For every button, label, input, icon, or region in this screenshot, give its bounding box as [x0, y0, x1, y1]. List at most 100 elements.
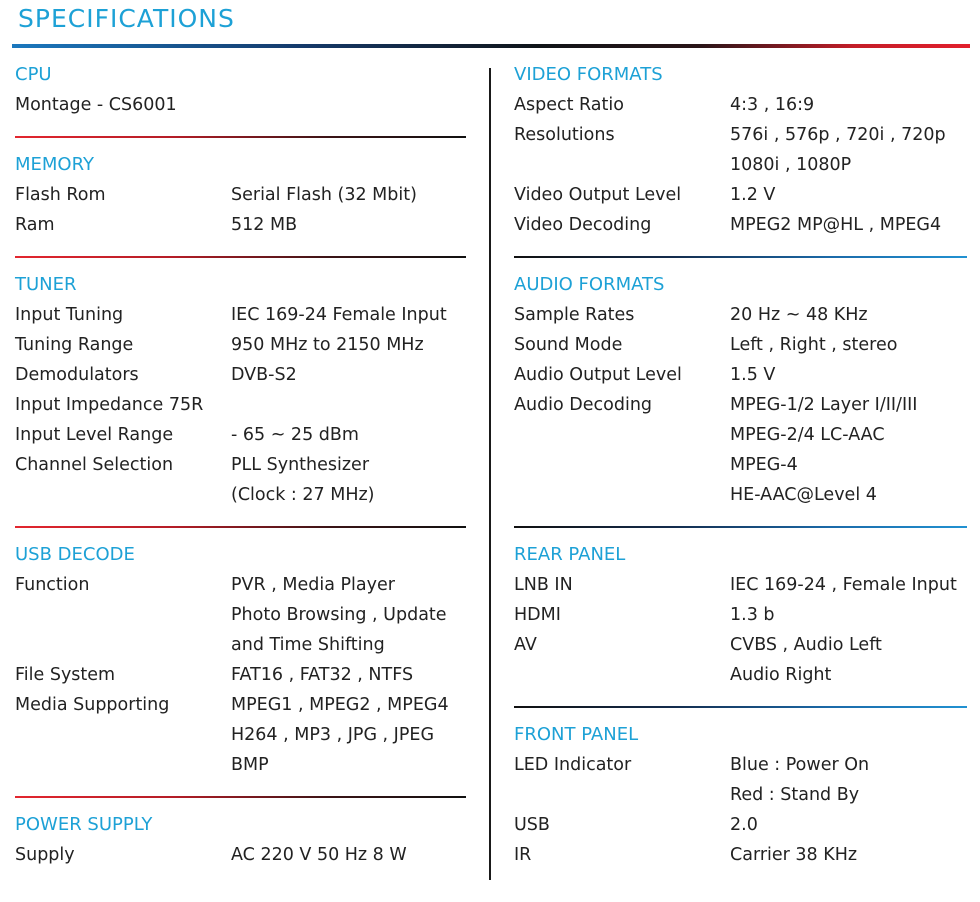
section-cpu: CPU Montage - CS6001 [15, 60, 470, 138]
spec-value-line: 576i , 576p , 720i , 720p [730, 125, 946, 145]
spec-value-line: 20 Hz ~ 48 KHz [730, 305, 868, 325]
spec-value-line: 950 MHz to 2150 MHz [231, 335, 424, 355]
spec-label: Channel Selection [15, 455, 174, 475]
spec-value-line: MPEG-4 [730, 455, 798, 475]
spec-row: Input Tuning IEC 169-24 Female Input [15, 300, 470, 330]
spec-value: 20 Hz ~ 48 KHz [730, 300, 969, 330]
spec-value: 2.0 [730, 810, 969, 840]
page-title: SPECIFICATIONS [18, 4, 235, 33]
spec-row: Media Supporting MPEG1 , MPEG2 , MPEG4 H26… [15, 690, 470, 780]
section-power-supply: POWER SUPPLY Supply AC 220 V 50 Hz 8 W [15, 810, 470, 870]
section-title: POWER SUPPLY [15, 814, 153, 835]
spec-label: Flash Rom [15, 185, 106, 205]
spec-value-line: MPEG2 MP@HL , MPEG4 [730, 215, 942, 235]
section-title: CPU [15, 64, 52, 85]
spec-value: PLL Synthesizer (Clock : 27 MHz) [231, 450, 470, 510]
section-separator [514, 706, 967, 708]
spec-label: USB [514, 815, 550, 835]
spec-label: LNB IN [514, 575, 573, 595]
spec-value-line: Photo Browsing , Update [231, 605, 447, 625]
title-underline [12, 44, 970, 48]
spec-value-line: FAT16 , FAT32 , NTFS [231, 665, 414, 685]
spec-row: Channel Selection PLL Synthesizer (Clock :… [15, 450, 470, 510]
spec-label: Ram [15, 215, 55, 235]
section-separator [15, 796, 466, 798]
spec-value-line: IEC 169-24 Female Input [231, 305, 447, 325]
section-tuner: TUNER Input Tuning IEC 169-24 Female Input… [15, 270, 470, 528]
spec-value: 1.2 V [730, 180, 969, 210]
spec-label: Input Impedance 75R [15, 395, 204, 415]
left-column: CPU Montage - CS6001 MEMORY Flash Rom Serial… [15, 60, 470, 870]
spec-value: DVB-S2 [231, 360, 470, 390]
spec-label: Tuning Range [15, 335, 134, 355]
spec-value-line: Red : Stand By [730, 785, 860, 805]
section-title: MEMORY [15, 154, 94, 175]
spec-value-line: DVB-S2 [231, 365, 297, 385]
spec-value-line: HE-AAC@Level 4 [730, 485, 877, 505]
spec-value-line: CVBS , Audio Left [730, 635, 882, 655]
spec-label: AV [514, 635, 537, 655]
spec-value: FAT16 , FAT32 , NTFS [231, 660, 470, 690]
spec-value: MPEG1 , MPEG2 , MPEG4 H264 , MP3 , JPG , … [231, 690, 470, 780]
spec-value-line: Blue : Power On [730, 755, 870, 775]
spec-value-line: IEC 169-24 , Female Input [730, 575, 957, 595]
spec-value-line: MPEG1 , MPEG2 , MPEG4 [231, 695, 449, 715]
spec-value-line: 1.2 V [730, 185, 776, 205]
right-column: VIDEO FORMATS Aspect Ratio 4:3 , 16:9 Resol… [514, 60, 969, 870]
spec-value: PVR , Media Player Photo Browsing , Updat… [231, 570, 470, 660]
spec-value: 576i , 576p , 720i , 720p 1080i , 1080P [730, 120, 969, 180]
spec-label: IR [514, 845, 532, 865]
spec-label: HDMI [514, 605, 561, 625]
spec-value-line: Left , Right , stereo [730, 335, 898, 355]
spec-label: Aspect Ratio [514, 95, 624, 115]
section-separator [514, 526, 967, 528]
spec-row: USB 2.0 [514, 810, 969, 840]
section-separator [514, 256, 967, 258]
spec-row: Video Output Level 1.2 V [514, 180, 969, 210]
spec-value [231, 90, 470, 120]
spec-row: Demodulators DVB-S2 [15, 360, 470, 390]
spec-value-line: AC 220 V 50 Hz 8 W [231, 845, 407, 865]
spec-label: LED Indicator [514, 755, 632, 775]
spec-label: Sound Mode [514, 335, 623, 355]
spec-label: File System [15, 665, 116, 685]
spec-value: Blue : Power On Red : Stand By [730, 750, 969, 810]
section-title: USB DECODE [15, 544, 135, 565]
spec-label: Input Level Range [15, 425, 174, 445]
spec-value: CVBS , Audio Left Audio Right [730, 630, 969, 690]
spec-value [231, 390, 470, 420]
section-separator [15, 526, 466, 528]
spec-value-line: Carrier 38 KHz [730, 845, 858, 865]
spec-value-line: PLL Synthesizer [231, 455, 370, 475]
spec-value: 1.3 b [730, 600, 969, 630]
spec-label: Demodulators [15, 365, 139, 385]
spec-value-line: 4:3 , 16:9 [730, 95, 815, 115]
spec-label: Resolutions [514, 125, 615, 145]
spec-value: Serial Flash (32 Mbit) [231, 180, 470, 210]
spec-value: 512 MB [231, 210, 470, 240]
spec-row: Flash Rom Serial Flash (32 Mbit) [15, 180, 470, 210]
section-title: TUNER [15, 274, 77, 295]
spec-row: AV CVBS , Audio Left Audio Right [514, 630, 969, 690]
section-separator [15, 256, 466, 258]
spec-row: IR Carrier 38 KHz [514, 840, 969, 870]
spec-label: Video Decoding [514, 215, 652, 235]
column-divider [489, 68, 491, 880]
spec-value-line: (Clock : 27 MHz) [231, 485, 375, 505]
spec-value-line: BMP [231, 755, 269, 775]
spec-label: Video Output Level [514, 185, 682, 205]
spec-label: Function [15, 575, 90, 595]
spec-label: Media Supporting [15, 695, 170, 715]
spec-value-line: 2.0 [730, 815, 758, 835]
section-title: AUDIO FORMATS [514, 274, 665, 295]
spec-value: MPEG-1/2 Layer I/II/III MPEG-2/4 LC-AAC MP… [730, 390, 969, 510]
spec-value: - 65 ~ 25 dBm [231, 420, 470, 450]
spec-value: AC 220 V 50 Hz 8 W [231, 840, 470, 870]
spec-value-line: PVR , Media Player [231, 575, 395, 595]
spec-value-line: Serial Flash (32 Mbit) [231, 185, 417, 205]
spec-row: Function PVR , Media Player Photo Browsing… [15, 570, 470, 660]
spec-value-line: MPEG-2/4 LC-AAC [730, 425, 885, 445]
spec-value: MPEG2 MP@HL , MPEG4 [730, 210, 969, 240]
spec-row: Montage - CS6001 [15, 90, 470, 120]
spec-row: Tuning Range 950 MHz to 2150 MHz [15, 330, 470, 360]
